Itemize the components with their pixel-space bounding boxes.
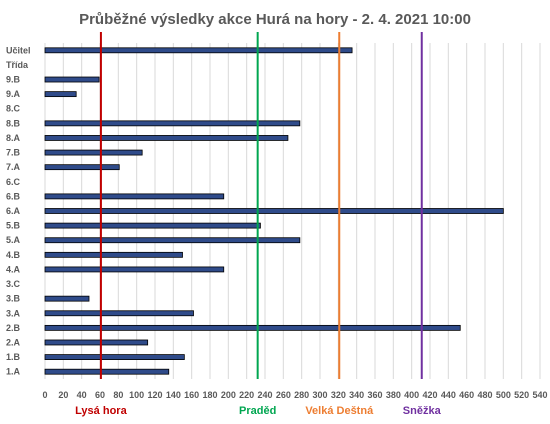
x-tick-label: 320 <box>331 390 346 400</box>
category-label: 9.A <box>6 89 21 99</box>
category-label: 8.B <box>6 118 21 128</box>
bar <box>44 368 170 375</box>
x-tick-label: 340 <box>349 390 364 400</box>
category-label: 5.B <box>6 221 21 231</box>
marker-label: Praděd <box>239 405 276 417</box>
category-label: Třída <box>6 60 29 70</box>
bar <box>44 47 353 54</box>
category-label: 3.C <box>6 279 21 289</box>
category-label: 1.A <box>6 367 21 377</box>
category-label: 2.B <box>6 323 21 333</box>
category-label: 8.A <box>6 133 21 143</box>
x-tick-label: 40 <box>77 390 87 400</box>
category-label: 5.A <box>6 235 21 245</box>
x-tick-label: 0 <box>42 390 47 400</box>
marker-label: Sněžka <box>403 405 442 417</box>
bar <box>44 251 183 258</box>
x-tick-label: 140 <box>166 390 181 400</box>
x-tick-label: 120 <box>147 390 162 400</box>
category-label: 7.A <box>6 162 21 172</box>
bar <box>44 222 261 229</box>
x-tick-label: 260 <box>276 390 291 400</box>
x-tick-label: 160 <box>184 390 199 400</box>
marker-label: Lysá hora <box>75 405 127 417</box>
x-tick-label: 520 <box>514 390 529 400</box>
x-tick-label: 440 <box>441 390 456 400</box>
x-tick-label: 280 <box>294 390 309 400</box>
bar <box>44 354 185 360</box>
bar <box>44 193 225 200</box>
x-tick-label: 460 <box>459 390 474 400</box>
x-tick-label: 420 <box>422 390 437 400</box>
bar <box>44 149 143 156</box>
bar <box>44 91 77 98</box>
category-label: 2.A <box>6 337 21 347</box>
x-tick-label: 300 <box>312 390 327 400</box>
x-tick-label: 500 <box>496 390 511 400</box>
bar <box>44 237 301 244</box>
x-tick-label: 180 <box>202 390 217 400</box>
x-tick-label: 400 <box>404 390 419 400</box>
category-label: 6.B <box>6 191 21 201</box>
category-label: 7.B <box>6 148 21 158</box>
bar <box>44 310 194 317</box>
x-tick-label: 80 <box>113 390 123 400</box>
bar <box>44 120 301 127</box>
x-tick-label: 380 <box>386 390 401 400</box>
category-label: 3.B <box>6 294 21 304</box>
bar <box>44 324 461 331</box>
category-label: 3.A <box>6 308 21 318</box>
marker-label: Velká Deštná <box>305 405 374 417</box>
x-tick-label: 240 <box>257 390 272 400</box>
category-label: 1.B <box>6 352 21 362</box>
bar <box>44 76 100 83</box>
category-label: Učitel <box>6 45 31 55</box>
category-label: 9.B <box>6 75 21 85</box>
x-tick-label: 200 <box>221 390 236 400</box>
x-tick-label: 540 <box>532 390 547 400</box>
category-label: 8.C <box>6 104 21 114</box>
bar <box>44 266 225 273</box>
category-label: 6.A <box>6 206 21 216</box>
bar <box>44 164 120 171</box>
bars <box>44 47 504 375</box>
x-tick-label: 480 <box>477 390 492 400</box>
category-labels: 1.A 1.B 2.A 2.B 3.A 3.B 3.C 4.A 4.B 5.A 5.B 6.A 6.B 6… <box>6 45 31 376</box>
bar <box>44 135 289 141</box>
category-label: 6.C <box>6 177 21 187</box>
bar <box>44 208 504 214</box>
category-label: 4.A <box>6 264 21 274</box>
x-tick-label: 20 <box>58 390 68 400</box>
x-tick-label: 60 <box>95 390 105 400</box>
x-tick-label: 220 <box>239 390 254 400</box>
x-tick-labels: 0 20 40 60 80 100 120 140 160 180 200 220 240 260 280 3… <box>42 390 547 400</box>
x-tick-label: 100 <box>129 390 144 400</box>
bar <box>44 339 149 346</box>
category-label: 4.B <box>6 250 21 260</box>
bar <box>44 295 90 302</box>
x-tick-label: 360 <box>367 390 382 400</box>
chart-title: Průběžné výsledky akce Hurá na hory - 2.… <box>79 11 471 28</box>
marker-lines: Lysá hora Praděd Velká Deštná Sněžka <box>75 32 442 417</box>
